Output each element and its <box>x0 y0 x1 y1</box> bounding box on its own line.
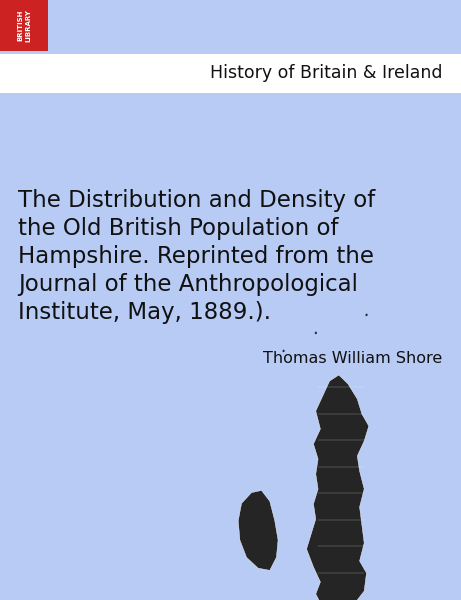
Text: BRITISH
LIBRARY: BRITISH LIBRARY <box>17 9 31 42</box>
Text: History of Britain & Ireland: History of Britain & Ireland <box>210 64 443 82</box>
FancyBboxPatch shape <box>0 54 461 93</box>
Polygon shape <box>307 375 369 600</box>
Polygon shape <box>366 314 367 316</box>
Text: The Distribution and Density of
the Old British Population of
Hampshire. Reprint: The Distribution and Density of the Old … <box>18 189 376 324</box>
Polygon shape <box>283 350 284 352</box>
FancyBboxPatch shape <box>0 0 48 51</box>
Polygon shape <box>315 332 317 334</box>
Text: Thomas William Shore: Thomas William Shore <box>263 351 443 366</box>
Polygon shape <box>238 490 278 571</box>
